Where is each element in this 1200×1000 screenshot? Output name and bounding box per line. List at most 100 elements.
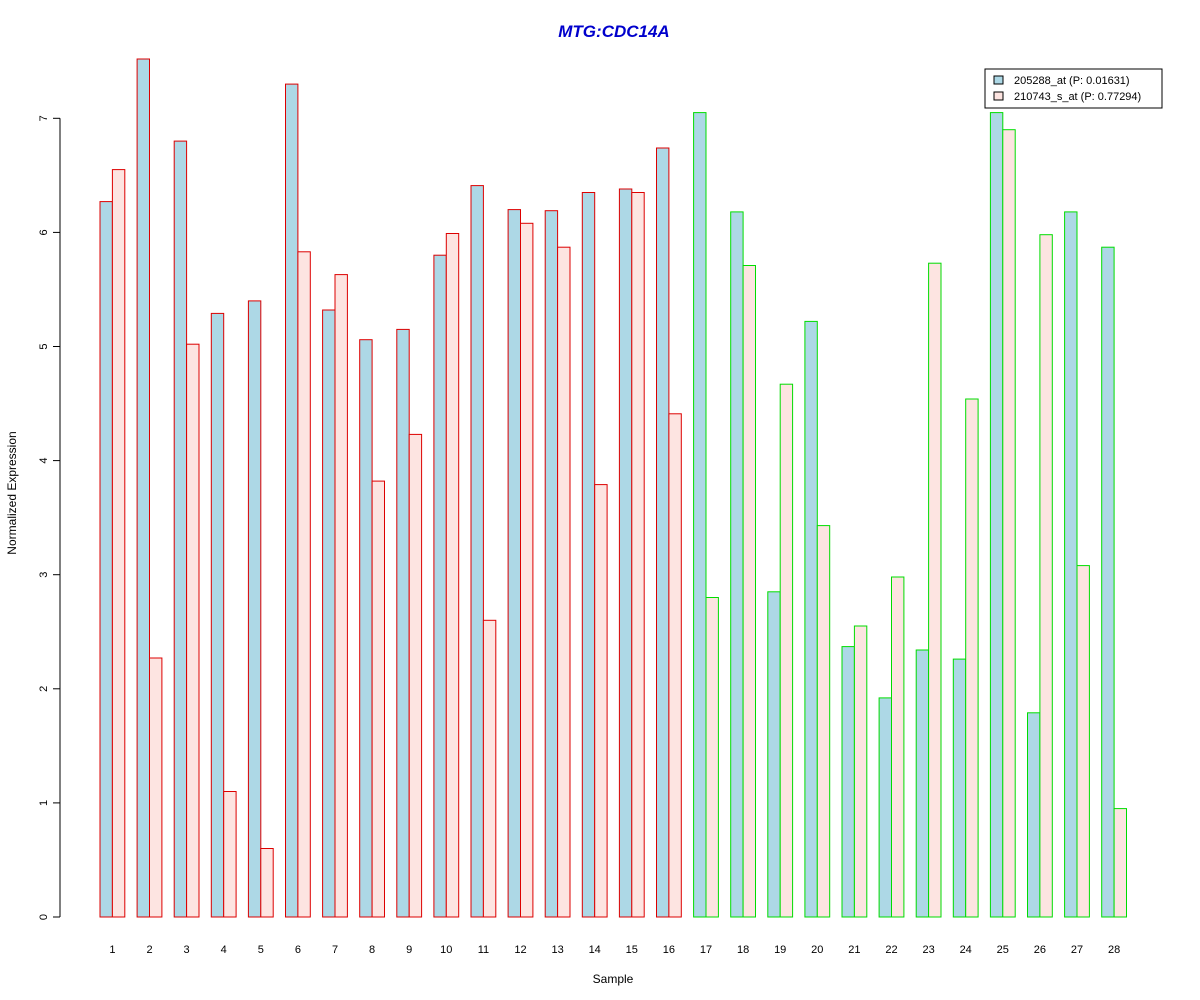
bar-sample-9-series-1: [396, 328, 410, 918]
x-tick-label: 20: [811, 944, 823, 956]
legend-swatch-210743-s-at: [993, 91, 1004, 101]
y-axis-label: Normalized Expression: [5, 431, 19, 554]
bar-sample-10-series-2: [445, 233, 460, 918]
bar-sample-5-series-2: [260, 848, 274, 918]
bar-sample-2-series-1: [136, 58, 151, 918]
bar-sample-7-series-2: [334, 274, 348, 918]
x-tick-label: 3: [184, 944, 190, 956]
bar-sample-21-series-1: [841, 646, 855, 918]
x-tick-label: 18: [737, 944, 749, 956]
y-axis: 0 1 2 3 4 5 6 7: [38, 115, 61, 920]
x-tick-label: 8: [369, 944, 375, 956]
bar-sample-12-series-1: [507, 209, 522, 918]
bar-sample-13-series-2: [557, 246, 571, 918]
bar-sample-19-series-2: [779, 383, 794, 918]
y-tick-label: 1: [38, 800, 50, 806]
bar-sample-17-series-1: [693, 112, 707, 918]
x-tick-label: 24: [960, 944, 972, 956]
x-tick-label: 4: [221, 944, 227, 956]
bar-sample-2-series-2: [149, 657, 163, 918]
bar-sample-1-series-2: [111, 169, 126, 918]
bar-sample-25-series-2: [1002, 129, 1016, 918]
bar-sample-9-series-2: [408, 433, 423, 918]
y-tick-label: 2: [38, 686, 50, 692]
x-tick-label: 9: [406, 944, 412, 956]
bar-sample-14-series-2: [594, 484, 608, 918]
bar-sample-6-series-2: [297, 251, 311, 918]
y-tick-label: 4: [38, 458, 50, 464]
y-tick-label: 5: [38, 343, 50, 349]
x-tick-label: 17: [700, 944, 712, 956]
y-tick-label: 6: [38, 229, 50, 235]
x-tick-label: 11: [478, 944, 489, 956]
bar-sample-28-series-2: [1113, 808, 1127, 918]
x-tick-label: 21: [848, 944, 860, 956]
x-tick-label: 28: [1108, 944, 1120, 956]
bar-sample-1-series-1: [99, 201, 113, 918]
bar-sample-21-series-2: [853, 625, 868, 918]
bar-sample-16-series-2: [668, 413, 682, 918]
x-tick-labels: 1 2 3 4 5 6 7 8 9 10 11 12 13 14 15 16 17 18 19 20 21 22 23 24 2…: [109, 944, 1120, 956]
bar-sample-25-series-1: [989, 112, 1004, 918]
bar-sample-20-series-2: [816, 525, 831, 918]
x-tick-label: 16: [663, 944, 675, 956]
bar-sample-15-series-2: [631, 192, 645, 918]
bar-sample-28-series-1: [1101, 246, 1115, 918]
x-tick-label: 14: [589, 944, 601, 956]
x-axis-label: Sample: [593, 972, 634, 986]
bar-sample-26-series-2: [1039, 234, 1053, 918]
x-tick-label: 2: [146, 944, 152, 956]
x-tick-label: 7: [332, 944, 338, 956]
x-tick-label: 10: [440, 944, 452, 956]
bar-sample-26-series-1: [1027, 712, 1041, 918]
x-tick-label: 26: [1034, 944, 1046, 956]
x-tick-label: 22: [885, 944, 897, 956]
legend-label-205288-at: 205288_at (P: 0.01631): [1014, 75, 1130, 87]
bar-sample-27-series-1: [1064, 211, 1078, 918]
x-tick-label: 12: [514, 944, 526, 956]
x-tick-label: 23: [922, 944, 934, 956]
bar-sample-22-series-2: [891, 576, 905, 918]
bar-sample-23-series-2: [928, 262, 942, 918]
x-tick-label: 15: [626, 944, 638, 956]
bar-sample-24-series-2: [965, 398, 979, 918]
bar-sample-16-series-1: [656, 147, 670, 918]
bar-sample-23-series-1: [915, 649, 930, 918]
bar-sample-19-series-1: [767, 591, 781, 918]
x-tick-label: 27: [1071, 944, 1083, 956]
bar-sample-8-series-2: [371, 480, 386, 918]
bar-sample-4-series-1: [210, 312, 225, 918]
bar-sample-3-series-2: [186, 343, 200, 918]
bar-sample-11-series-2: [482, 619, 497, 918]
bar-sample-6-series-1: [285, 83, 299, 918]
x-tick-label: 5: [258, 944, 264, 956]
bar-sample-4-series-2: [223, 791, 237, 918]
bar-sample-3-series-1: [173, 140, 188, 918]
bar-sample-12-series-2: [520, 222, 534, 918]
bar-sample-20-series-1: [804, 320, 818, 918]
bar-sample-18-series-2: [742, 265, 756, 918]
x-tick-label: 25: [997, 944, 1009, 956]
bar-sample-11-series-1: [470, 185, 484, 918]
bar-sample-22-series-1: [878, 697, 892, 918]
x-tick-label: 19: [774, 944, 786, 956]
legend-label-210743-s-at: 210743_s_at (P: 0.77294): [1014, 91, 1141, 103]
bar-sample-7-series-1: [322, 309, 336, 918]
bar-sample-24-series-1: [952, 658, 967, 918]
bar-sample-14-series-1: [581, 192, 596, 918]
bar-sample-17-series-2: [705, 597, 719, 918]
bar-sample-27-series-2: [1076, 565, 1090, 918]
legend-box: [984, 68, 1163, 109]
legend-swatch-205288-at: [993, 75, 1004, 85]
x-tick-label: 13: [551, 944, 563, 956]
bars-layer: [99, 58, 1127, 918]
y-tick-label: 7: [38, 115, 50, 121]
bar-sample-18-series-1: [730, 211, 744, 918]
bar-sample-15-series-1: [618, 188, 633, 918]
bar-sample-8-series-1: [359, 339, 373, 918]
x-tick-label: 6: [295, 944, 301, 956]
y-tick-label: 0: [38, 914, 50, 920]
chart-title: MTG:CDC14A: [558, 22, 669, 41]
bar-sample-5-series-1: [247, 300, 262, 918]
